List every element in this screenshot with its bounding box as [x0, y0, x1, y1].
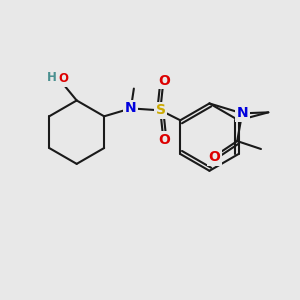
- Text: S: S: [156, 103, 166, 117]
- Text: O: O: [159, 74, 170, 88]
- Text: N: N: [236, 106, 248, 120]
- Text: O: O: [208, 150, 220, 164]
- Text: O: O: [59, 72, 69, 85]
- Text: N: N: [125, 101, 137, 116]
- Text: H: H: [47, 71, 57, 84]
- Text: O: O: [159, 133, 170, 147]
